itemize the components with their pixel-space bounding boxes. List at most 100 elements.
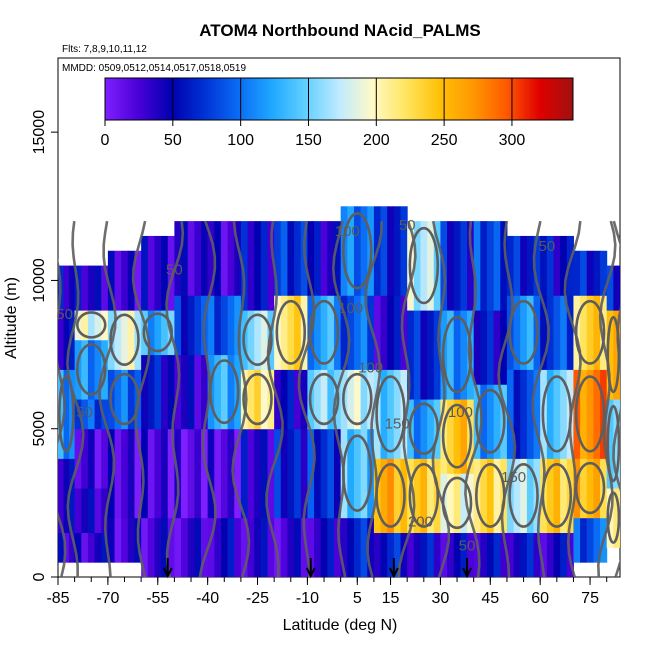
heatmap-cell — [400, 295, 408, 370]
heatmap-cell — [114, 428, 122, 519]
heatmap-cell — [87, 428, 96, 489]
heatmap-cell — [307, 517, 315, 577]
heatmap-cell — [380, 206, 388, 296]
heatmap-cell — [81, 265, 89, 311]
contour-label: 150 — [385, 416, 410, 433]
heatmap-cell — [546, 369, 554, 459]
x-tick-label: 15 — [382, 590, 400, 607]
heatmap-cell — [101, 265, 109, 311]
heatmap-cell — [506, 369, 515, 459]
heatmap-cell — [194, 221, 202, 296]
colorbar: 0 50 100 150 200 250 300 — [101, 77, 574, 149]
contour-label: 100 — [358, 359, 383, 376]
heatmap-cell — [69, 265, 76, 311]
heatmap-cell — [94, 310, 102, 341]
heatmap-cell — [440, 532, 448, 577]
contour-loop — [441, 476, 473, 530]
heatmap-cell — [294, 369, 302, 430]
heatmap-cell — [220, 221, 229, 296]
heatmap-cell — [161, 235, 169, 311]
heatmap-cell — [174, 517, 182, 577]
heatmap-cell — [586, 250, 594, 296]
contour-line — [58, 258, 67, 577]
heatmap-cell — [493, 221, 501, 311]
heatmap-cell — [327, 295, 335, 370]
contour-loop — [606, 404, 620, 483]
heatmap-cell — [327, 517, 335, 577]
contour-label: 50 — [166, 261, 183, 278]
heatmap-cell — [427, 458, 435, 534]
heatmap-cell — [546, 235, 554, 296]
heatmap-cell — [294, 295, 302, 370]
heatmap-cell — [254, 221, 262, 311]
heatmap-cell — [380, 458, 388, 534]
heatmap-cell — [513, 235, 521, 296]
heatmap-cell — [500, 221, 508, 311]
heatmap-cell — [613, 488, 620, 548]
contour-loop — [375, 375, 406, 453]
heatmap-cell — [81, 532, 89, 563]
heatmap-cell — [586, 517, 594, 563]
heatmap-cell — [63, 532, 70, 563]
heatmap-cell — [393, 295, 402, 370]
contour-loop — [508, 463, 539, 528]
y-tick-label: 0 — [31, 572, 48, 581]
heatmap-cell — [147, 235, 155, 311]
heatmap-cell — [400, 532, 408, 577]
heatmap-cell — [353, 369, 362, 430]
heatmap-cell — [63, 369, 70, 459]
contour-line — [364, 221, 383, 577]
heatmap-cell — [154, 354, 162, 430]
heatmap-cell — [353, 428, 362, 519]
heatmap-cell — [360, 206, 368, 296]
heatmap-cell — [613, 310, 620, 400]
heatmap-cell — [74, 532, 82, 563]
heatmap-cell — [520, 369, 528, 459]
heatmap-cell — [613, 399, 620, 489]
heatmap-cell — [81, 428, 89, 489]
heatmap-cell — [300, 369, 308, 430]
heatmap-cell — [460, 473, 468, 534]
x-axis-label: Latitude (deg N) — [283, 617, 398, 634]
contour-label: 100 — [448, 404, 473, 421]
heatmap-cell — [194, 428, 202, 519]
heatmap-cell — [114, 369, 122, 430]
contour-line — [198, 220, 217, 577]
flight-marker-arrowhead — [162, 567, 173, 579]
contour-loop — [142, 312, 174, 353]
heatmap-cell — [586, 369, 594, 459]
heatmap-cell — [260, 369, 269, 430]
heatmap-cell — [87, 532, 96, 563]
heatmap-cell — [181, 221, 189, 296]
heatmap-cell — [101, 399, 109, 430]
heatmap-cell — [267, 517, 275, 577]
heatmap-cell — [207, 221, 215, 296]
heatmap-cell — [254, 310, 262, 370]
heatmap-cell — [280, 295, 288, 370]
heatmap-cell — [107, 517, 116, 563]
heatmap-cell — [234, 517, 242, 577]
heatmap-cell — [540, 532, 548, 577]
colorbar-tick-label: 200 — [363, 132, 390, 149]
heatmap-cell — [546, 532, 554, 577]
heatmap-cell — [114, 250, 122, 311]
x-tick-label: -10 — [296, 590, 319, 607]
heatmap-cell — [566, 235, 574, 296]
contour-loop — [574, 461, 606, 515]
contour-label: 200 — [408, 514, 433, 531]
contour-loop — [308, 372, 340, 426]
heatmap-cell — [327, 428, 335, 519]
x-tick-label: -70 — [96, 590, 119, 607]
heatmap-cell — [274, 428, 282, 519]
y-tick-label: 5000 — [31, 411, 48, 447]
heatmap-cell — [227, 354, 235, 430]
heatmap-cell — [154, 310, 162, 356]
heatmap-cell — [167, 235, 175, 311]
heatmap-cell — [74, 488, 82, 534]
heatmap-cell — [526, 458, 535, 534]
heatmap-cell — [320, 428, 328, 519]
heatmap-cell — [161, 354, 169, 430]
heatmap-cell — [247, 428, 255, 519]
heatmap-cell — [580, 458, 588, 519]
y-tick-label: 10000 — [31, 258, 48, 303]
